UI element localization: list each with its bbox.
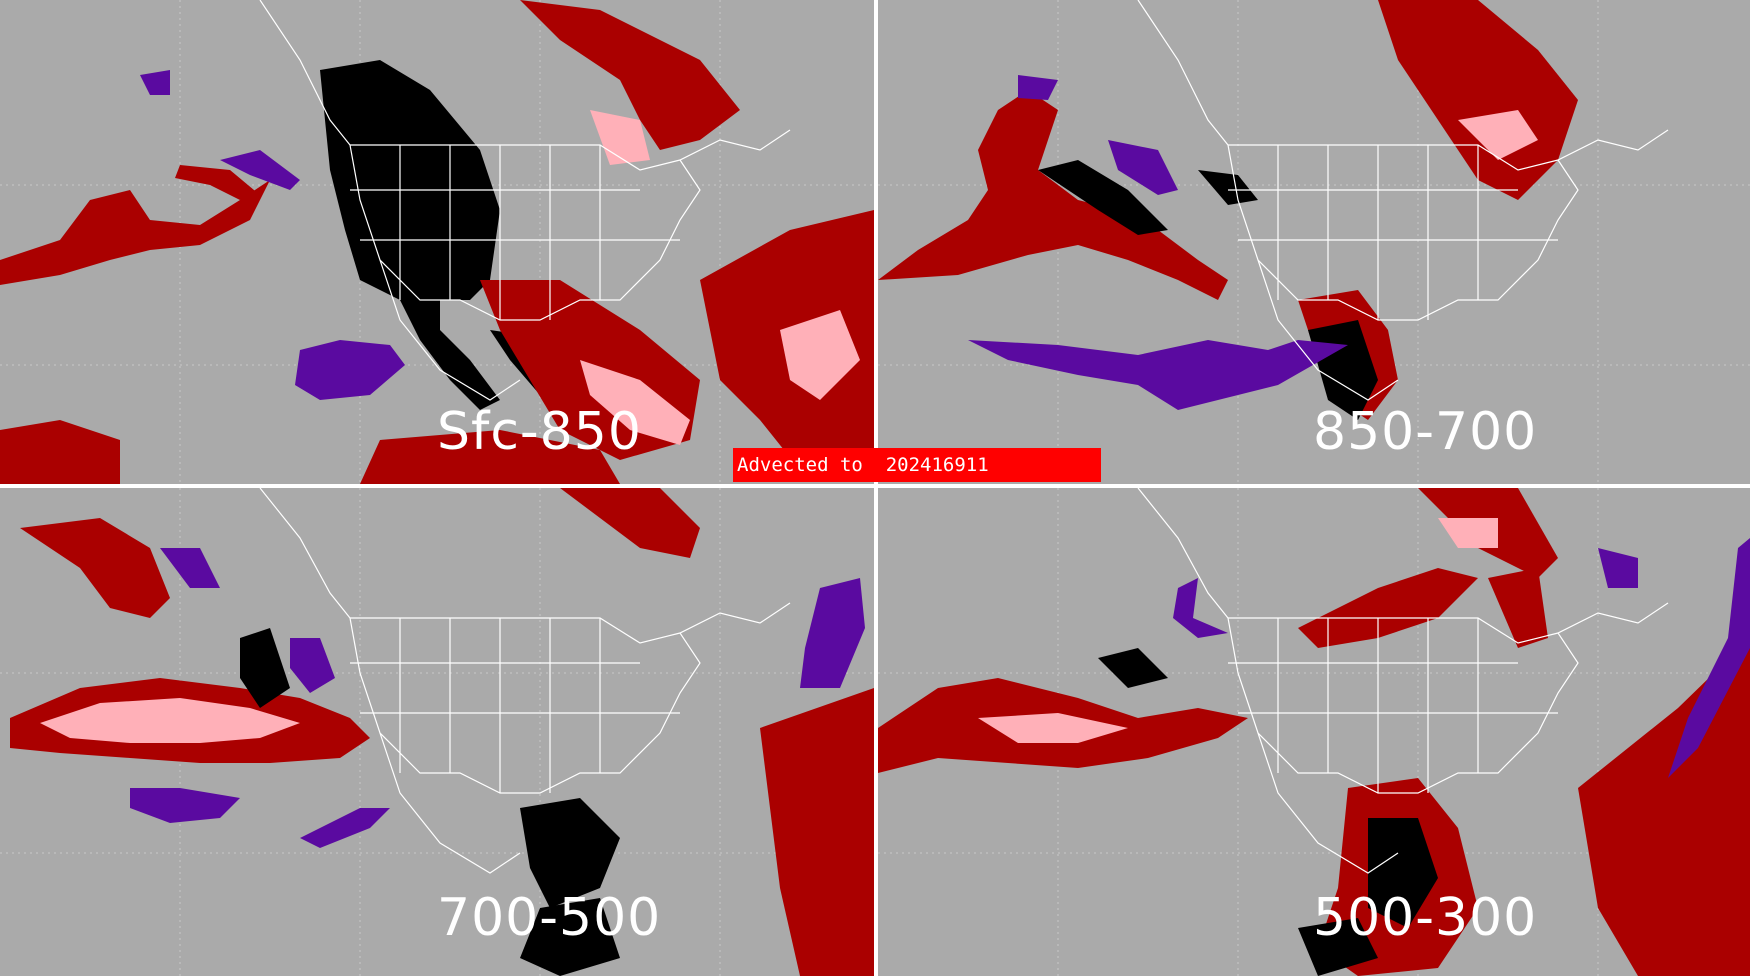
pink-region	[978, 713, 1128, 743]
black-region	[320, 60, 500, 410]
purple-region	[968, 340, 1348, 410]
map-700-500	[0, 488, 874, 976]
map-850-700	[878, 0, 1750, 484]
political-boundaries	[259, 0, 791, 401]
purple-region	[295, 340, 405, 400]
dark-red-region	[0, 180, 270, 285]
pink-region	[40, 698, 300, 743]
panel-500-300: 500-300	[878, 488, 1750, 976]
layer-label: 850-700	[1313, 402, 1538, 462]
political-boundaries	[1137, 488, 1669, 874]
layer-label: Sfc-850	[437, 402, 642, 462]
map-sfc-850	[0, 0, 874, 484]
panel-700-500: 700-500	[0, 488, 874, 976]
political-boundaries	[1137, 0, 1669, 401]
advected-timestamp-banner: Advected to 202416911	[733, 448, 1101, 482]
purple-region	[130, 788, 240, 823]
panel-850-700: 850-700	[878, 0, 1750, 484]
layer-label: 700-500	[437, 888, 662, 948]
dark-red-region	[878, 90, 1228, 300]
political-boundaries	[259, 488, 791, 874]
panel-divider-vertical	[874, 0, 878, 976]
panel-divider-horizontal	[0, 484, 1750, 488]
purple-region	[1173, 578, 1228, 638]
panel-sfc-850: Sfc-850	[0, 0, 874, 484]
layer-label: 500-300	[1313, 888, 1538, 948]
map-500-300	[878, 488, 1750, 976]
